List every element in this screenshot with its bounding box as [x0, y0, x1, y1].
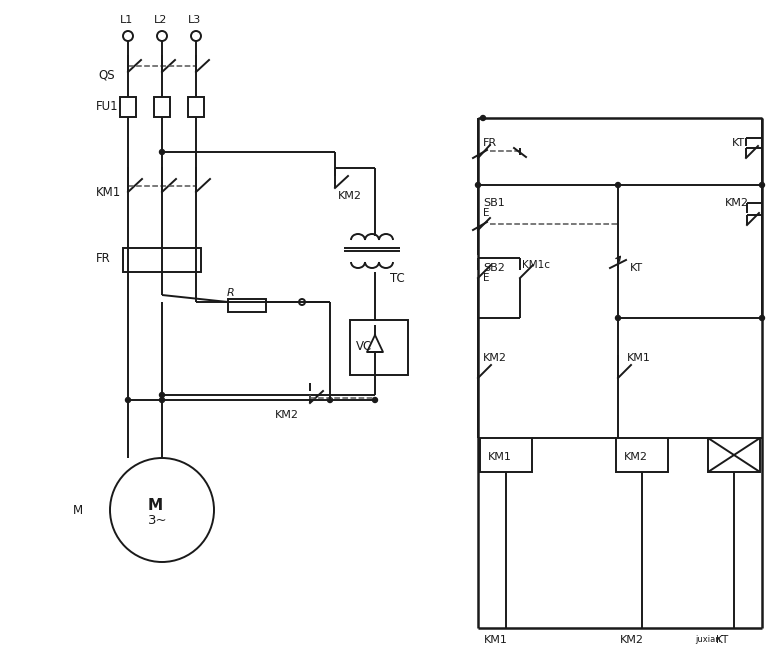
- Text: KT: KT: [732, 138, 745, 148]
- Text: SB2: SB2: [483, 263, 505, 273]
- Text: E: E: [483, 273, 489, 283]
- Text: KM1c: KM1c: [522, 260, 550, 270]
- Text: FR: FR: [96, 251, 111, 264]
- Bar: [616, 438, 668, 472]
- Text: KT: KT: [630, 263, 643, 273]
- Text: 3~: 3~: [148, 514, 168, 527]
- Text: KM2: KM2: [624, 452, 648, 462]
- Text: R: R: [227, 288, 234, 298]
- Text: M: M: [148, 497, 163, 512]
- Text: L2: L2: [154, 15, 167, 25]
- Text: FR: FR: [483, 138, 497, 148]
- Circle shape: [159, 393, 165, 398]
- Text: KM2: KM2: [275, 410, 299, 420]
- Bar: [228, 299, 266, 312]
- Bar: [154, 97, 170, 117]
- Bar: [350, 320, 408, 375]
- Text: KM1: KM1: [96, 186, 122, 199]
- Text: L3: L3: [188, 15, 201, 25]
- Bar: [480, 438, 532, 472]
- Text: KM2: KM2: [338, 191, 362, 201]
- Circle shape: [481, 115, 485, 120]
- Text: KM1: KM1: [488, 452, 512, 462]
- Text: KM1: KM1: [627, 353, 651, 363]
- Circle shape: [476, 182, 481, 187]
- Text: KM2: KM2: [725, 198, 749, 208]
- Bar: [188, 97, 204, 117]
- Circle shape: [159, 398, 165, 402]
- Bar: [120, 97, 136, 117]
- Text: L1: L1: [120, 15, 133, 25]
- Text: KM1: KM1: [484, 635, 508, 645]
- Text: TC: TC: [390, 271, 405, 284]
- Bar: [123, 248, 201, 272]
- Circle shape: [615, 316, 620, 320]
- Circle shape: [760, 316, 764, 320]
- Text: QS: QS: [98, 68, 114, 81]
- Text: M: M: [73, 503, 83, 516]
- Text: juxian: juxian: [695, 635, 720, 644]
- Circle shape: [615, 182, 620, 187]
- Circle shape: [328, 398, 332, 402]
- Text: VC: VC: [356, 340, 372, 353]
- Text: KM2: KM2: [483, 353, 507, 363]
- Text: KT: KT: [716, 635, 728, 645]
- Text: E: E: [483, 208, 489, 218]
- Circle shape: [159, 150, 165, 154]
- Text: KM2: KM2: [620, 635, 644, 645]
- Text: SB1: SB1: [483, 198, 505, 208]
- Text: FU1: FU1: [96, 100, 118, 113]
- Circle shape: [760, 182, 764, 187]
- Circle shape: [125, 398, 130, 402]
- Bar: [708, 438, 760, 472]
- Circle shape: [372, 398, 378, 402]
